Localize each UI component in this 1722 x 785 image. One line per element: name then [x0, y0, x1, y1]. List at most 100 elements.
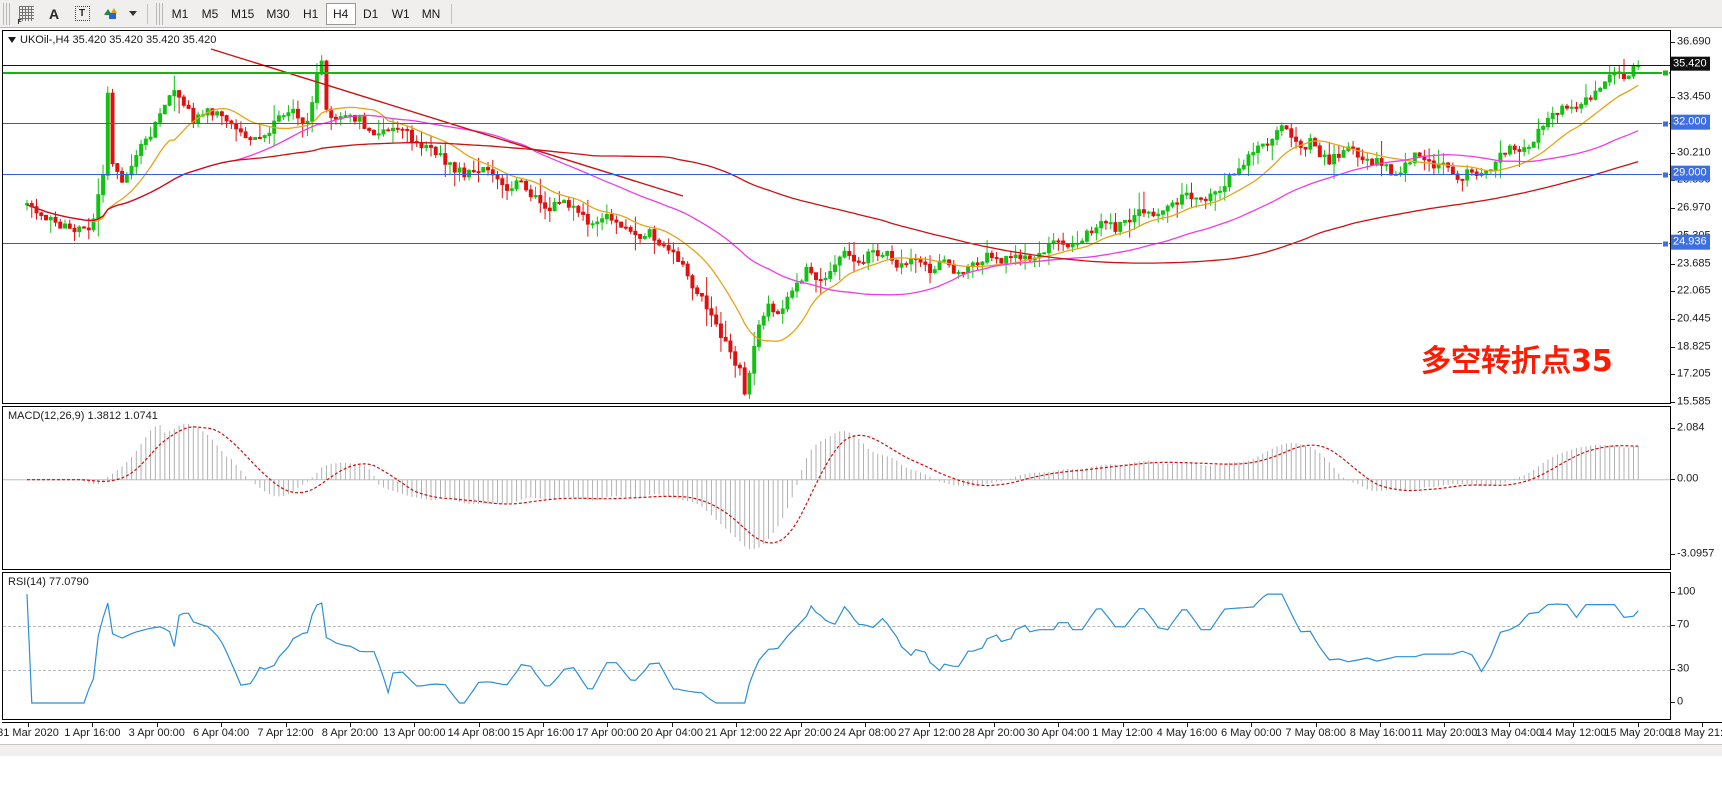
- text-label-icon[interactable]: T: [69, 2, 95, 26]
- level-line-32-000[interactable]: [3, 120, 1670, 127]
- axis-tick: [1671, 291, 1675, 293]
- rsi-pane[interactable]: RSI(14) 77.0790: [2, 572, 1670, 720]
- status-bar: [0, 744, 1722, 756]
- time-tick: [865, 723, 866, 727]
- time-tick: [414, 723, 416, 727]
- timeframe-m5[interactable]: M5: [201, 6, 219, 21]
- level-line-35-420[interactable]: [3, 64, 1670, 66]
- time-tick: [800, 723, 802, 727]
- rsi-axis[interactable]: 100 70 30 0: [1670, 572, 1722, 720]
- time-axis-label: 8 May 16:00: [1349, 727, 1411, 739]
- axis-tick: [1671, 669, 1675, 670]
- axis-tick: [1671, 346, 1675, 348]
- price-axis-label: 26.970: [1677, 201, 1711, 214]
- level-line-24-936[interactable]: [3, 240, 1670, 248]
- macd-axis-label: 0.00: [1677, 472, 1699, 485]
- axis-tick: [1671, 180, 1675, 182]
- rsi-level-30-guide: [3, 670, 1670, 671]
- axis-tick: [1671, 263, 1675, 265]
- price-axis-label: 18.825: [1677, 340, 1711, 353]
- time-tick: [993, 723, 995, 727]
- price-axis-label: 17.205: [1677, 367, 1711, 380]
- time-tick: [1251, 723, 1253, 727]
- price-badge-29-000[interactable]: 29.000: [1671, 165, 1710, 181]
- timeframe-h1[interactable]: H1: [303, 6, 319, 21]
- price-axis-label: 15.585: [1677, 395, 1711, 408]
- level-line-35-000[interactable]: [3, 69, 1670, 77]
- axis-tick: [1671, 702, 1675, 703]
- time-axis-label: 30 Apr 04:00: [1026, 727, 1090, 739]
- time-axis-label: 18 May 21:15: [1668, 727, 1722, 739]
- timeframe-m30[interactable]: M30: [266, 6, 290, 21]
- time-axis-label: 1 May 12:00: [1092, 727, 1153, 739]
- chart-annotation-text: 多空转折点35: [1421, 344, 1613, 379]
- price-badge-24-936[interactable]: 24.936: [1671, 235, 1710, 250]
- rsi-axis-label: 0: [1677, 695, 1684, 708]
- timeframe-mn[interactable]: MN: [421, 6, 441, 21]
- text-tool-icon[interactable]: A: [48, 5, 60, 22]
- axis-tick: [1671, 152, 1675, 154]
- timeframe-group: M1 M5 M15 M30 H1 H4 D1 W1 MN: [165, 2, 446, 25]
- symbol-header[interactable]: UKOil-,H4 35.420 35.420 35.420 35.420: [8, 34, 216, 46]
- price-axis[interactable]: 36.69035.42033.45032.00030.21029.00028.5…: [1670, 30, 1722, 407]
- timeframe-m1[interactable]: M1: [171, 6, 189, 21]
- axis-tick: [1671, 478, 1675, 480]
- macd-axis[interactable]: 2.084 0.00 -3.0957: [1670, 406, 1722, 570]
- time-tick: [156, 723, 158, 727]
- symbol-ohlc-text: UKOil-,H4 35.420 35.420 35.420 35.420: [20, 34, 217, 46]
- time-tick: [1122, 723, 1124, 727]
- timeframe-w1[interactable]: W1: [391, 6, 410, 21]
- time-axis-label: 21 Apr 12:00: [705, 727, 768, 739]
- time-tick: [1380, 723, 1382, 727]
- axis-tick: [1671, 402, 1675, 403]
- time-axis-label: 1 Apr 16:00: [64, 727, 121, 739]
- axis-tick: [1671, 319, 1675, 321]
- time-tick: [1573, 723, 1575, 727]
- time-axis-label: 15 May 20:00: [1604, 727, 1671, 739]
- time-tick: [543, 723, 545, 727]
- time-axis-label: 20 Apr 04:00: [640, 727, 704, 739]
- shapes-icon[interactable]: [97, 2, 123, 26]
- toolbar-divider: [147, 3, 148, 24]
- time-tick: [285, 723, 287, 727]
- time-tick: [1315, 723, 1317, 727]
- time-axis-label: 3 Apr 00:00: [128, 727, 185, 739]
- crosshair-grid-icon[interactable]: F: [13, 2, 39, 26]
- price-badge-32-000[interactable]: 32.000: [1671, 114, 1710, 130]
- macd-pane[interactable]: MACD(12,26,9) 1.3812 1.0741: [2, 406, 1670, 570]
- collapse-caret-icon[interactable]: [8, 37, 16, 44]
- macd-axis-label: 2.084: [1677, 421, 1705, 434]
- level-line-29-000[interactable]: [3, 171, 1670, 179]
- toolbar-divider-2: [451, 3, 453, 24]
- time-tick: [1508, 723, 1510, 727]
- macd-series: [3, 423, 1670, 550]
- price-badge-35-420[interactable]: 35.420: [1671, 56, 1710, 71]
- time-tick: [92, 723, 94, 727]
- time-tick: [929, 723, 931, 727]
- macd-axis-label: -3.0957: [1677, 547, 1715, 560]
- chevron-down-icon[interactable]: [125, 2, 141, 26]
- rsi-title: RSI(14) 77.0790: [8, 576, 89, 588]
- time-tick: [349, 723, 351, 727]
- time-axis[interactable]: 31 Mar 2020 1 Apr 16:00 3 Apr 00:00 6 Apr 0…: [0, 722, 1722, 744]
- trendline-overlay: [210, 48, 684, 197]
- rsi-axis-label: 100: [1677, 585, 1696, 598]
- timeframe-m15[interactable]: M15: [231, 6, 255, 21]
- price-pane[interactable]: UKOil-,H4 35.420 35.420 35.420 35.420: [2, 30, 1670, 404]
- time-axis-label: 7 May 08:00: [1285, 727, 1346, 739]
- toolbar-drag-handle[interactable]: [3, 2, 10, 25]
- price-axis-label: 36.690: [1677, 35, 1711, 48]
- axis-tick: [1671, 554, 1675, 555]
- price-axis-label: 23.685: [1677, 257, 1711, 270]
- axis-tick: [1671, 207, 1675, 209]
- rsi-axis-label: 70: [1677, 618, 1690, 631]
- time-tick: [607, 723, 609, 727]
- timeframe-drag-handle[interactable]: [156, 2, 163, 25]
- time-axis-label: 7 Apr 12:00: [257, 727, 314, 739]
- timeframe-d1[interactable]: D1: [363, 6, 379, 21]
- timeframe-h4[interactable]: H4: [325, 2, 356, 25]
- time-axis-label: 27 Apr 12:00: [898, 727, 961, 739]
- time-axis-label: 11 May 20:00: [1411, 727, 1478, 739]
- time-axis-label: 24 Apr 08:00: [833, 727, 897, 739]
